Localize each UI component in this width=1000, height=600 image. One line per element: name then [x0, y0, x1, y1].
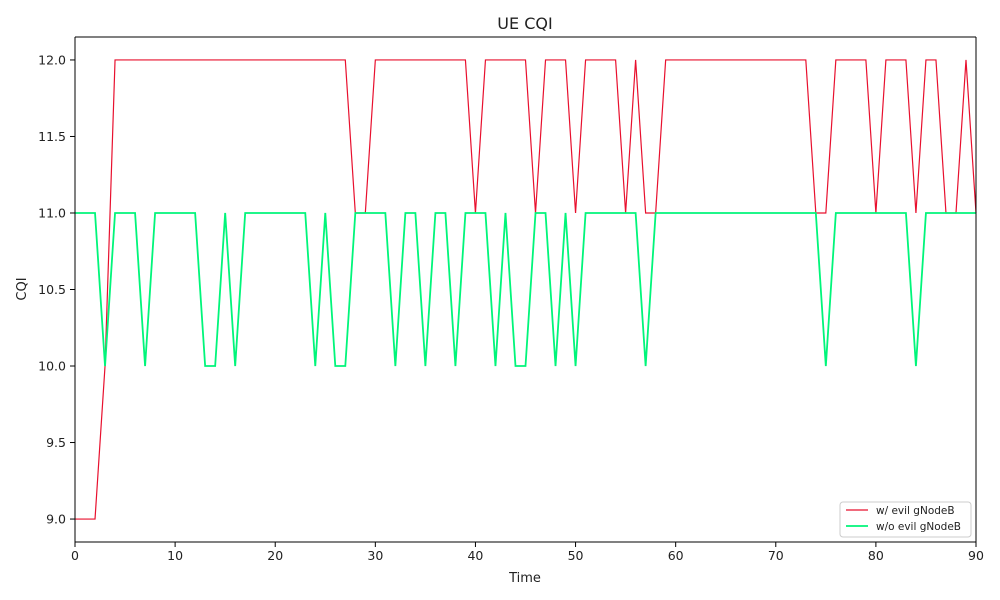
x-tick-label: 60	[668, 548, 684, 563]
legend-label-normal: w/o evil gNodeB	[876, 521, 961, 533]
x-tick-label: 50	[568, 548, 584, 563]
x-tick-label: 20	[267, 548, 283, 563]
y-tick-label: 12.0	[38, 52, 66, 67]
y-tick-label: 10.0	[38, 359, 66, 374]
x-ticks: 0 10 20 30 40 50 60 70 80 90	[71, 542, 984, 563]
x-axis-title: Time	[508, 571, 541, 586]
y-tick-label: 10.5	[38, 282, 66, 297]
legend-label-evil: w/ evil gNodeB	[876, 505, 955, 517]
x-tick-label: 90	[968, 548, 984, 563]
chart-title: UE CQI	[497, 14, 552, 33]
y-tick-label: 9.5	[46, 435, 66, 450]
legend: w/ evil gNodeB w/o evil gNodeB	[839, 501, 972, 538]
y-tick-label: 11.5	[38, 129, 66, 144]
plot-area	[75, 37, 976, 542]
y-axis-title: CQI	[15, 277, 30, 300]
x-tick-label: 70	[768, 548, 784, 563]
x-tick-label: 80	[868, 548, 884, 563]
series-line-evil	[75, 59, 977, 520]
legend-box	[839, 501, 972, 538]
x-tick-label: 0	[71, 548, 79, 563]
series-line-normal	[75, 212, 976, 367]
x-tick-label: 30	[367, 548, 383, 563]
series-layer	[75, 59, 977, 520]
x-tick-label: 40	[467, 548, 483, 563]
x-tick-label: 10	[167, 548, 183, 563]
y-tick-label: 11.0	[38, 205, 66, 220]
y-ticks: 9.0 9.5 10.0 10.5 11.0 11.5 12.0	[38, 52, 75, 527]
y-tick-label: 9.0	[46, 512, 66, 527]
